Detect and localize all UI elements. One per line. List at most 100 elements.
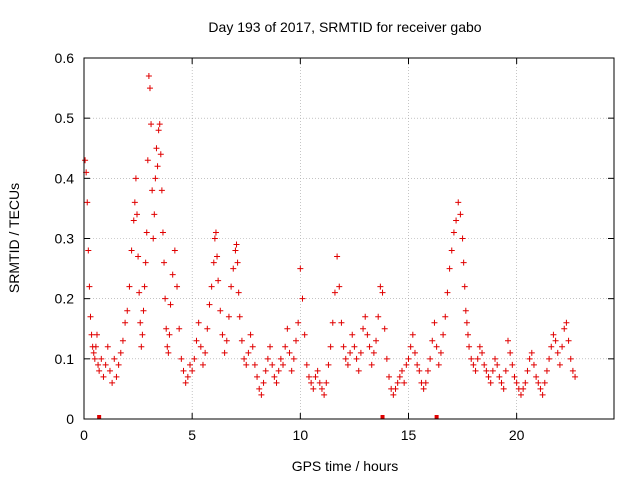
data-point xyxy=(301,331,308,338)
y-tick-label: 0.4 xyxy=(55,170,75,186)
data-point xyxy=(277,355,284,362)
data-point xyxy=(561,325,568,332)
data-point xyxy=(528,349,535,356)
x-tick-label: 5 xyxy=(188,427,196,443)
data-point xyxy=(273,379,280,386)
data-point xyxy=(463,319,470,326)
data-point xyxy=(169,271,176,278)
data-point xyxy=(318,385,325,392)
data-point xyxy=(256,385,263,392)
data-point xyxy=(295,319,302,326)
data-point xyxy=(541,379,548,386)
data-point xyxy=(109,379,116,386)
data-point xyxy=(171,247,178,254)
data-point xyxy=(377,283,384,290)
data-point xyxy=(219,331,226,338)
data-point xyxy=(554,349,561,356)
data-point xyxy=(251,361,258,368)
data-point xyxy=(140,307,147,314)
data-point xyxy=(373,337,380,344)
data-point xyxy=(509,361,516,368)
data-point xyxy=(530,361,537,368)
data-point xyxy=(178,355,185,362)
data-point xyxy=(243,361,250,368)
data-point xyxy=(128,247,135,254)
data-point xyxy=(472,367,479,374)
data-point xyxy=(390,391,397,398)
data-point xyxy=(489,367,496,374)
data-point xyxy=(280,361,287,368)
data-point xyxy=(342,355,349,362)
data-point xyxy=(165,349,172,356)
data-point xyxy=(325,361,332,368)
data-point xyxy=(111,355,118,362)
data-point xyxy=(180,367,187,374)
data-point xyxy=(184,373,191,380)
data-point xyxy=(144,157,151,164)
data-point xyxy=(457,211,464,218)
data-point xyxy=(122,319,129,326)
data-point xyxy=(193,337,200,344)
data-point xyxy=(500,385,507,392)
data-point xyxy=(93,331,100,338)
data-point xyxy=(485,373,492,380)
data-point xyxy=(340,343,347,350)
data-point xyxy=(379,289,386,296)
data-point xyxy=(474,355,481,362)
x-axis-label: GPS time / hours xyxy=(292,458,399,474)
data-point xyxy=(282,343,289,350)
data-point xyxy=(338,319,345,326)
data-point xyxy=(448,247,455,254)
data-point xyxy=(362,313,369,320)
data-point xyxy=(383,355,390,362)
data-point xyxy=(269,361,276,368)
data-point xyxy=(420,385,427,392)
data-point xyxy=(347,349,354,356)
data-point xyxy=(496,373,503,380)
data-point xyxy=(98,355,105,362)
data-point xyxy=(106,367,113,374)
data-point xyxy=(539,391,546,398)
data-point xyxy=(214,253,221,260)
x-tick-label: 0 xyxy=(80,427,88,443)
data-point xyxy=(431,319,438,326)
data-point xyxy=(411,349,418,356)
data-point xyxy=(440,331,447,338)
data-point xyxy=(364,331,371,338)
data-point xyxy=(138,343,145,350)
data-point xyxy=(204,325,211,332)
data-point xyxy=(146,85,153,92)
data-point xyxy=(552,337,559,344)
data-point xyxy=(215,277,222,284)
data-point xyxy=(145,73,152,80)
data-point xyxy=(91,355,98,362)
data-point xyxy=(262,367,269,374)
data-point xyxy=(100,373,107,380)
data-point xyxy=(569,367,576,374)
data-point xyxy=(459,235,466,242)
data-point xyxy=(433,343,440,350)
plot-frame xyxy=(83,57,615,420)
data-point xyxy=(360,325,367,332)
data-point xyxy=(394,379,401,386)
data-point xyxy=(211,235,218,242)
data-point xyxy=(189,367,196,374)
data-point xyxy=(535,379,542,386)
data-point xyxy=(258,391,265,398)
data-point xyxy=(271,373,278,380)
data-point xyxy=(405,355,412,362)
data-point xyxy=(524,367,531,374)
data-point xyxy=(334,253,341,260)
x-tick-label: 10 xyxy=(293,427,309,443)
data-point xyxy=(158,187,165,194)
data-point xyxy=(422,379,429,386)
data-point xyxy=(134,211,140,218)
data-point xyxy=(416,367,423,374)
y-tick-label: 0.1 xyxy=(55,351,75,367)
data-point xyxy=(238,337,245,344)
data-point xyxy=(174,283,181,290)
data-point xyxy=(87,313,94,320)
data-point xyxy=(142,259,149,266)
data-point xyxy=(159,229,166,236)
data-point xyxy=(290,355,297,362)
